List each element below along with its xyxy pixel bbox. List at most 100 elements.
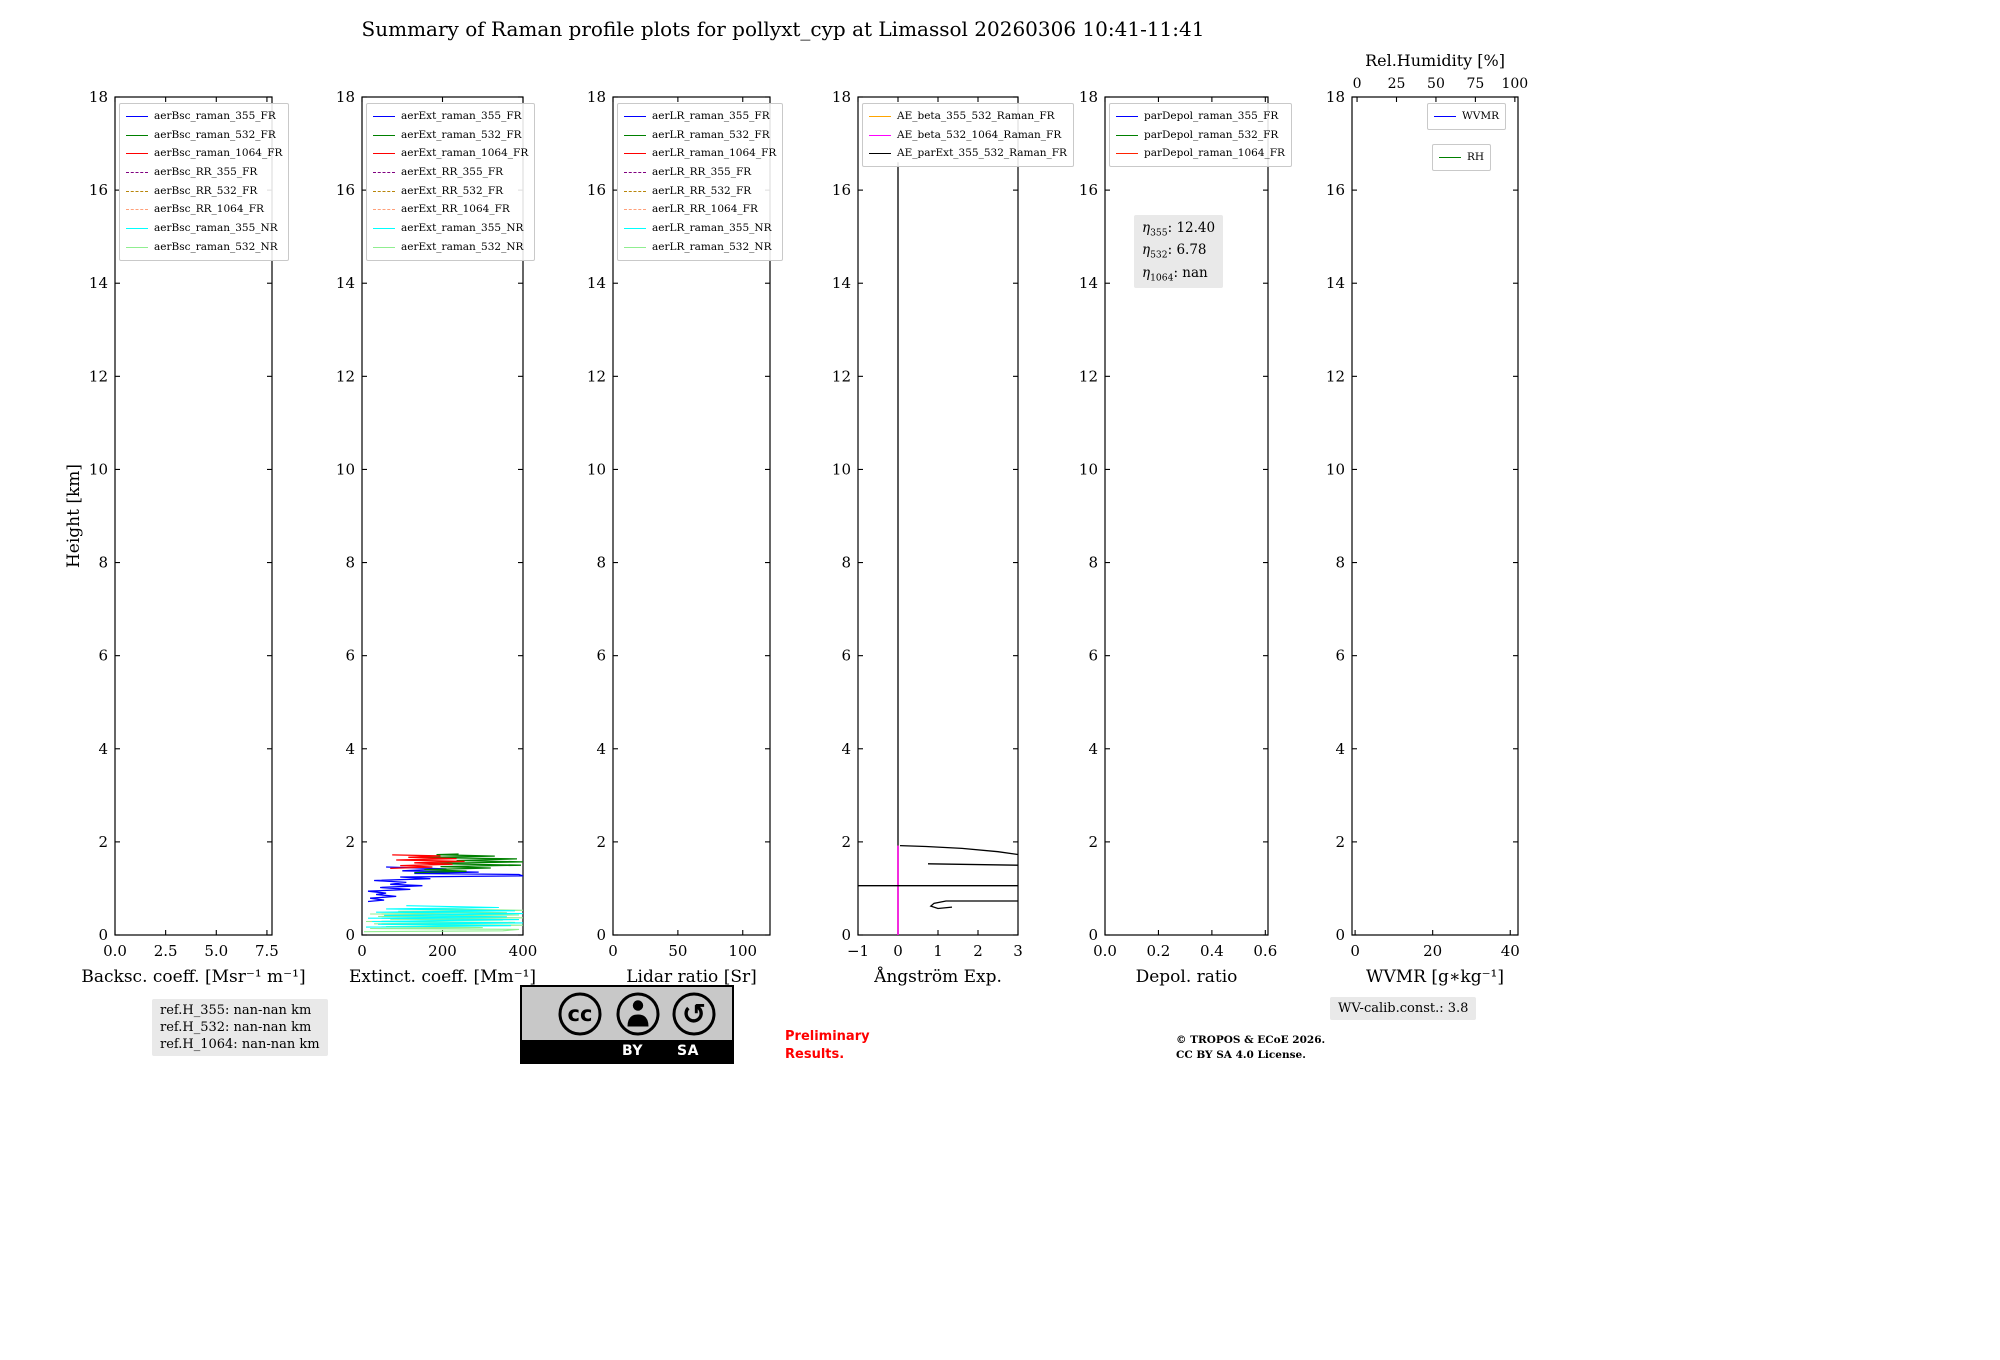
share-alike-circle xyxy=(672,992,716,1036)
y-tick-label: 4 xyxy=(345,740,355,758)
cc-icons: cc ↺ xyxy=(558,992,716,1036)
y-tick-label: 10 xyxy=(832,460,851,478)
y-tick-label: 16 xyxy=(336,181,355,199)
x-tick-label: 0.0 xyxy=(1093,942,1117,960)
y-tick-label: 16 xyxy=(587,181,606,199)
y-tick-label: 0 xyxy=(1088,926,1098,944)
y-tick-label: 14 xyxy=(89,274,108,292)
y-tick-label: 16 xyxy=(89,181,108,199)
top-tick-label: 25 xyxy=(1388,76,1406,92)
preliminary-note: Preliminary Results. xyxy=(785,1029,870,1062)
cc-sa-label: SA xyxy=(677,1043,699,1059)
y-tick-label: 4 xyxy=(98,740,108,758)
y-tick-label: 0 xyxy=(841,926,851,944)
y-tick-label: 16 xyxy=(1326,181,1345,199)
series-aerExt_raman_355_NR xyxy=(365,905,523,928)
eta-line: η1064: nan xyxy=(1142,264,1208,284)
x-axis-label: WVMR [g∗kg⁻¹] xyxy=(1366,967,1504,987)
x-tick-label: 5.0 xyxy=(204,942,228,960)
x-tick-label: 100 xyxy=(728,942,757,960)
y-tick-label: 18 xyxy=(832,88,851,106)
x-tick-label: 0 xyxy=(1350,942,1360,960)
y-tick-label: 8 xyxy=(1335,554,1345,572)
cc-icon-circle xyxy=(558,992,602,1036)
x-tick-label: 400 xyxy=(509,942,538,960)
copyright-note: © TROPOS & ECoE 2026. CC BY SA 4.0 Licen… xyxy=(1176,1034,1326,1062)
x-tick-label: 20 xyxy=(1423,942,1442,960)
series-AE_parExt_segment_upper xyxy=(899,844,1018,856)
y-tick-label: 0 xyxy=(345,926,355,944)
top-axis-label: Rel.Humidity [%] xyxy=(1365,51,1505,70)
wv-calibration-annotation: WV-calib.const.: 3.8 xyxy=(1330,997,1477,1021)
y-tick-label: 8 xyxy=(98,554,108,572)
cc-license-badge: cc ↺ BY SA xyxy=(520,985,734,1064)
ref-h-1064: ref.H_1064: nan-nan km xyxy=(160,1037,320,1053)
x-tick-label: 0.6 xyxy=(1253,942,1277,960)
y-tick-label: 14 xyxy=(336,274,355,292)
y-tick-label: 12 xyxy=(336,367,355,385)
x-tick-label: 2.5 xyxy=(154,942,178,960)
y-tick-label: 2 xyxy=(98,833,108,851)
x-tick-label: −1 xyxy=(847,942,869,960)
y-tick-label: 14 xyxy=(587,274,606,292)
share-alike-icon: ↺ xyxy=(672,992,716,1036)
cc-icon: cc xyxy=(558,992,602,1036)
y-tick-label: 8 xyxy=(841,554,851,572)
y-tick-label: 10 xyxy=(1326,460,1345,478)
x-tick-label: 0.4 xyxy=(1200,942,1224,960)
y-tick-label: 6 xyxy=(1088,647,1098,665)
y-tick-label: 4 xyxy=(1088,740,1098,758)
y-tick-label: 6 xyxy=(345,647,355,665)
y-tick-label: 6 xyxy=(841,647,851,665)
series-AE_parExt_segment_lower xyxy=(929,900,1018,910)
x-tick-label: 40 xyxy=(1501,942,1520,960)
panel-frame xyxy=(1104,96,1269,936)
eta-line: η532: 6.78 xyxy=(1142,242,1207,262)
y-tick-label: 18 xyxy=(1326,88,1345,106)
person-icon-body xyxy=(627,1014,649,1027)
eta-line: η355: 12.40 xyxy=(1142,220,1216,239)
y-tick-label: 10 xyxy=(587,460,606,478)
x-tick-label: 0.0 xyxy=(103,942,127,960)
ref-h-355: ref.H_355: nan-nan km xyxy=(160,1003,312,1018)
x-axis-label: Extinct. coeff. [Mm⁻¹] xyxy=(349,967,536,987)
y-tick-label: 12 xyxy=(1326,367,1345,385)
top-tick-label: 50 xyxy=(1427,76,1445,92)
y-tick-label: 0 xyxy=(596,926,606,944)
figure-title: Summary of Raman profile plots for polly… xyxy=(361,17,1205,41)
cc-license-types: BY SA xyxy=(522,1040,732,1062)
panel-wvmr: 0 2 4 6 8 10 12 14 16 18 0 20 40 WVMR [g∗kg⁻¹] 0 25 50 75… xyxy=(1326,51,1528,987)
top-tick-label: 75 xyxy=(1466,76,1484,92)
y-tick-label: 4 xyxy=(1335,740,1345,758)
panel-backscatter: 0 2 4 6 8 10 12 14 16 18 0.0 2.5 5.0 7.5 Backsc. coeff… xyxy=(81,88,305,987)
x-tick-label: 7.5 xyxy=(255,942,279,960)
y-tick-label: 6 xyxy=(596,647,606,665)
series-aerExt_raman_532_FR xyxy=(414,853,523,874)
x-axis-label: Depol. ratio xyxy=(1136,967,1238,987)
panel-frame xyxy=(114,96,273,936)
ref-h-532: ref.H_532: nan-nan km xyxy=(160,1020,312,1036)
y-tick-label: 2 xyxy=(345,833,355,851)
panel-frame xyxy=(1351,96,1519,936)
x-axis-label: Lidar ratio [Sr] xyxy=(626,967,756,987)
angstrom-eta-annotation: η355: 12.40 η532: 6.78 η1064: nan xyxy=(1134,215,1224,289)
x-tick-label: 2 xyxy=(973,942,983,960)
y-tick-label: 2 xyxy=(596,833,606,851)
y-tick-label: 18 xyxy=(336,88,355,106)
attribution-person-icon xyxy=(616,992,660,1036)
y-tick-label: 10 xyxy=(1079,460,1098,478)
person-icon-circle xyxy=(616,992,660,1036)
y-tick-label: 8 xyxy=(1088,554,1098,572)
y-tick-label: 8 xyxy=(345,554,355,572)
reference-height-annotation: ref.H_355: nan-nan km ref.H_532: nan-nan… xyxy=(152,999,328,1057)
cc-by-label: BY xyxy=(622,1043,644,1059)
y-tick-label: 8 xyxy=(596,554,606,572)
y-tick-label: 18 xyxy=(1079,88,1098,106)
y-tick-label: 4 xyxy=(841,740,851,758)
y-tick-label: 18 xyxy=(587,88,606,106)
y-tick-label: 2 xyxy=(841,833,851,851)
x-axis-label: Backsc. coeff. [Msr⁻¹ m⁻¹] xyxy=(81,967,305,987)
